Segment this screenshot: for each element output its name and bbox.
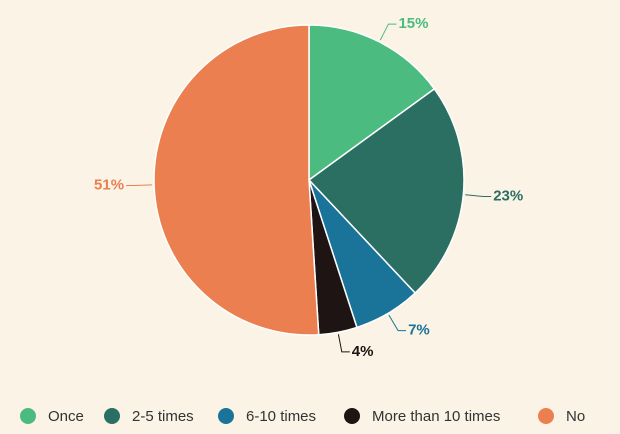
- legend-marker: [218, 408, 234, 424]
- leader-line: [379, 23, 397, 41]
- legend-label: 6-10 times: [246, 408, 316, 425]
- pie-slice: [307, 87, 465, 295]
- legend-label: Once: [48, 408, 84, 425]
- data-label: 23%: [493, 187, 523, 204]
- data-label: 4%: [352, 343, 374, 360]
- leader-line: [465, 194, 492, 197]
- leader-line: [337, 334, 350, 353]
- legend-marker: [20, 408, 36, 424]
- leader-line: [126, 184, 153, 186]
- legend-label: No: [566, 408, 585, 425]
- legend-label: More than 10 times: [372, 408, 500, 425]
- legend-marker: [344, 408, 360, 424]
- data-label: 15%: [398, 15, 428, 32]
- legend-marker: [104, 408, 120, 424]
- legend-marker: [538, 408, 554, 424]
- pie-slice: [308, 24, 436, 182]
- data-label: 7%: [408, 322, 430, 339]
- leader-line: [388, 314, 407, 332]
- legend-label: 2-5 times: [132, 408, 194, 425]
- pie-slice: [153, 24, 320, 336]
- data-label: 51%: [94, 176, 124, 193]
